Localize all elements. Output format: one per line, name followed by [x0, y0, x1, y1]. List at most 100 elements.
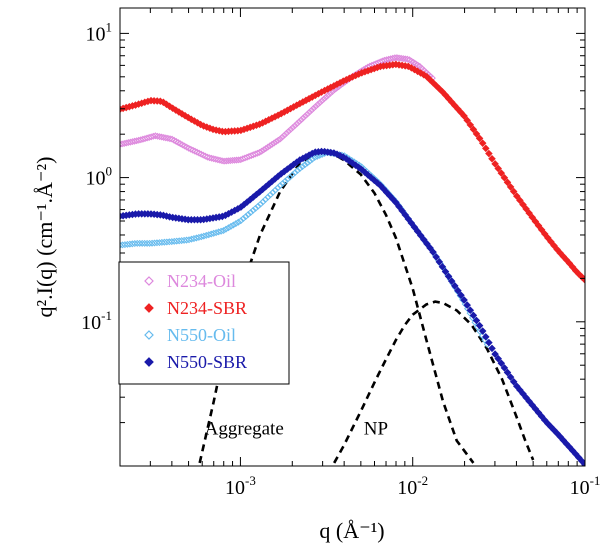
annotation-aggregate: Aggregate: [205, 419, 284, 440]
point-n234-sbr: [485, 149, 493, 158]
point-n234-oil: [260, 146, 268, 154]
point-n234-oil: [264, 143, 272, 151]
point-n234-oil: [395, 54, 403, 62]
point-n550-sbr: [457, 291, 465, 300]
x-tick-label: 10-2: [397, 473, 428, 499]
point-n234-oil: [314, 100, 322, 108]
legend-label-n550-sbr: N550-SBR: [167, 352, 247, 372]
point-n550-oil: [242, 213, 250, 221]
point-n550-oil: [133, 239, 141, 247]
point-n550-oil: [146, 239, 154, 247]
legend-label-n550-oil: N550-Oil: [167, 325, 236, 345]
fit-curve-np: [333, 300, 535, 464]
point-n550-oil: [220, 226, 228, 235]
point-n234-oil: [322, 93, 330, 101]
point-n234-sbr: [463, 116, 471, 125]
point-n550-oil: [286, 173, 294, 181]
point-n550-oil: [254, 202, 262, 210]
point-n550-oil: [131, 240, 139, 248]
point-n550-oil: [308, 155, 316, 163]
annotations-layer: Aggregate NP: [205, 419, 388, 440]
point-n234-oil: [393, 54, 401, 62]
point-n234-oil: [295, 118, 303, 126]
point-n550-oil: [298, 163, 306, 171]
point-n550-sbr: [444, 272, 453, 281]
point-n234-oil: [320, 95, 328, 103]
point-n234-oil: [293, 120, 301, 128]
point-n234-sbr: [506, 183, 515, 191]
point-n234-sbr: [537, 225, 546, 234]
point-n234-sbr: [534, 221, 543, 230]
point-n234-oil: [162, 134, 170, 142]
point-n234-oil: [208, 154, 216, 162]
point-n234-oil: [272, 138, 280, 146]
point-n234-sbr: [168, 104, 177, 113]
point-n234-oil: [270, 139, 278, 147]
point-n234-sbr: [460, 112, 468, 120]
point-n550-oil: [261, 195, 269, 203]
point-n550-oil: [276, 182, 284, 190]
point-n234-oil: [151, 132, 159, 140]
point-n234-oil: [153, 132, 161, 140]
point-n550-oil: [303, 159, 311, 167]
point-n550-sbr: [581, 460, 585, 466]
point-n234-sbr: [193, 119, 202, 127]
y-axis-label: q².I(q) (cm⁻¹.Å⁻²): [32, 157, 57, 318]
point-n234-oil: [312, 102, 320, 110]
point-n550-oil: [252, 204, 260, 212]
point-n234-oil: [305, 108, 313, 116]
point-n234-oil: [262, 144, 270, 152]
point-n234-oil: [303, 110, 311, 118]
point-n234-oil: [301, 112, 309, 120]
point-n550-sbr: [451, 282, 459, 290]
series-n234-sbr: [120, 60, 585, 284]
point-n550-oil: [264, 193, 272, 201]
point-n234-oil: [326, 89, 334, 97]
x-tick-label: 10-3: [225, 473, 256, 499]
point-n550-oil: [200, 232, 208, 240]
point-n234-oil: [280, 131, 289, 139]
point-n550-sbr: [429, 248, 437, 256]
point-n550-oil: [249, 206, 257, 214]
point-n234-oil: [324, 91, 332, 99]
point-n234-oil: [268, 140, 276, 148]
point-n550-oil: [279, 179, 287, 187]
point-n234-oil: [258, 147, 266, 155]
point-n550-oil: [210, 229, 218, 237]
point-n234-oil: [297, 116, 305, 124]
point-n550-oil: [266, 191, 274, 199]
point-n550-sbr: [339, 153, 347, 161]
point-n550-sbr: [478, 327, 487, 335]
point-n550-sbr: [413, 227, 422, 236]
legend-marker-n550-oil: [144, 330, 154, 340]
point-n234-oil: [276, 135, 284, 143]
point-n234-sbr: [522, 205, 530, 213]
plot-frame: [119, 7, 586, 467]
x-axis-label: q (Å⁻¹): [319, 518, 384, 543]
point-n550-oil: [151, 239, 159, 247]
point-n234-sbr: [488, 154, 496, 163]
point-n234-oil: [156, 133, 164, 141]
point-n550-oil: [234, 218, 242, 226]
point-n550-oil: [293, 167, 301, 175]
point-n234-oil: [316, 99, 324, 107]
point-n550-sbr: [435, 258, 444, 266]
legend-marker-n234-sbr: [144, 303, 154, 313]
point-n550-oil: [289, 171, 297, 179]
point-n234-oil: [308, 106, 316, 114]
point-n234-sbr: [472, 130, 481, 138]
point-n550-oil: [155, 239, 163, 247]
point-n234-sbr: [162, 100, 171, 109]
point-n550-oil: [306, 157, 314, 165]
point-n234-sbr: [500, 173, 509, 182]
point-n550-oil: [128, 240, 136, 248]
point-n550-oil: [247, 208, 255, 216]
point-n550-sbr: [407, 219, 416, 227]
point-n550-oil: [212, 229, 220, 237]
series-layer: [120, 54, 585, 466]
point-n234-oil: [266, 142, 274, 150]
point-n550-sbr: [485, 338, 493, 347]
point-n550-sbr: [441, 267, 450, 276]
point-n550-oil: [244, 211, 252, 219]
point-n234-oil: [401, 55, 409, 63]
